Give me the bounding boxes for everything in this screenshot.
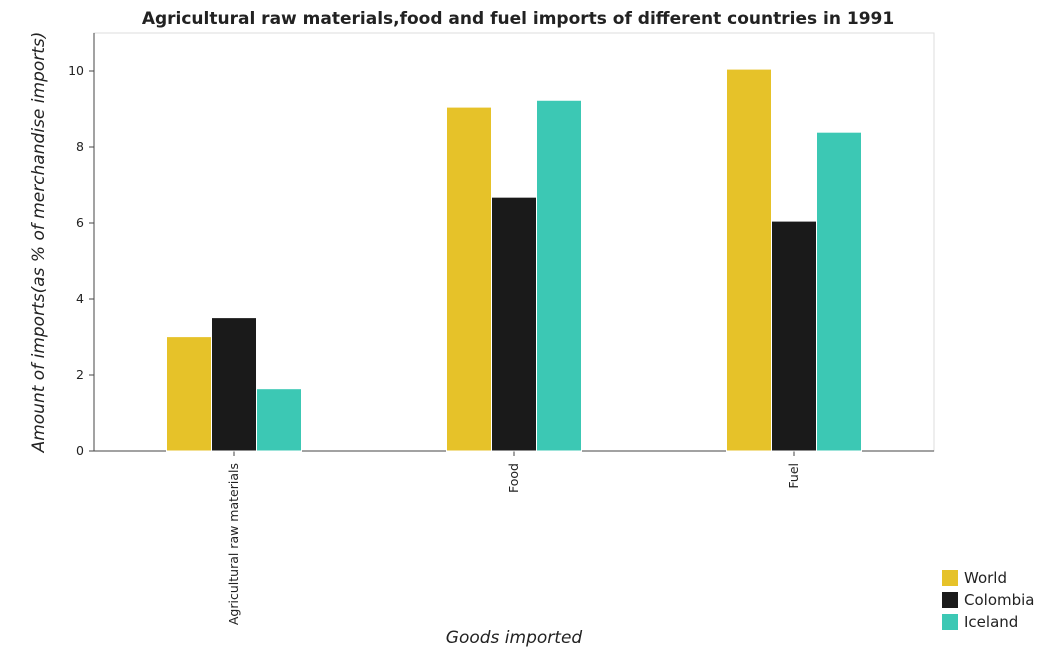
y-tick-label: 6 (76, 215, 84, 230)
x-tick-label: Agricultural raw materials (226, 463, 241, 625)
legend-label-colombia: Colombia (964, 591, 1035, 609)
bar-world-1 (446, 106, 492, 452)
x-axis-label: Goods imported (446, 628, 583, 648)
x-tick-label: Fuel (786, 463, 801, 489)
bar-iceland-2 (816, 131, 862, 452)
y-tick-label: 0 (76, 443, 84, 458)
legend-label-iceland: Iceland (964, 613, 1018, 631)
y-tick-label: 10 (68, 63, 84, 78)
y-axis: 0 2 4 6 8 10 (68, 33, 95, 458)
legend-swatch-iceland (942, 614, 958, 630)
legend-swatch-colombia (942, 592, 958, 608)
bar-world-0 (166, 336, 212, 452)
bar-colombia-2 (771, 220, 817, 452)
y-axis-label: Amount of imports(as % of merchandise im… (29, 32, 49, 454)
bar-world-2 (726, 68, 772, 452)
bar-colombia-1 (491, 196, 537, 452)
bar-iceland-1 (536, 99, 582, 452)
y-tick-label: 8 (76, 139, 84, 154)
legend-swatch-world (942, 570, 958, 586)
bar-colombia-0 (211, 317, 257, 452)
chart-title: Agricultural raw materials,food and fuel… (142, 9, 894, 29)
x-axis: Agricultural raw materials Food Fuel (94, 450, 934, 625)
legend: World Colombia Iceland (942, 569, 1035, 631)
y-tick-label: 2 (76, 367, 84, 382)
bar-iceland-0 (256, 388, 302, 452)
y-tick-label: 4 (76, 291, 84, 306)
x-tick-label: Food (506, 463, 521, 493)
bars (166, 68, 862, 452)
legend-label-world: World (964, 569, 1007, 587)
